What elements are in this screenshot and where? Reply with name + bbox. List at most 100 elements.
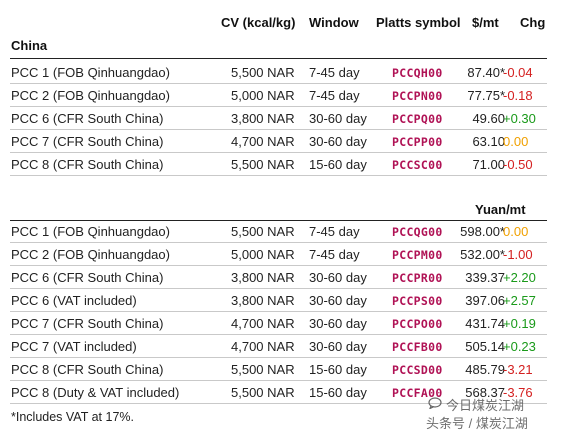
price-value: 71.00: [472, 157, 505, 172]
row-divider: [10, 311, 547, 312]
platts-symbol: PCCPM00: [392, 248, 443, 262]
delivery-window: 15-60 day: [309, 385, 367, 400]
row-divider: [10, 288, 547, 289]
price-change: +0.19: [503, 316, 536, 331]
platts-symbol: PCCSD00: [392, 363, 443, 377]
row-divider: [10, 380, 547, 381]
delivery-window: 30-60 day: [309, 270, 367, 285]
delivery-window: 15-60 day: [309, 157, 367, 172]
price-change: -1.00: [503, 247, 533, 262]
row-divider: [10, 242, 547, 243]
table-row: PCC 2 (FOB Qinhuangdao) 5,000 NAR 7-45 day…: [10, 243, 547, 266]
row-divider: [10, 265, 547, 266]
region-label: China: [11, 38, 48, 53]
platts-symbol: PCCPR00: [392, 271, 443, 285]
delivery-window: 7-45 day: [309, 224, 360, 239]
product-name: PCC 6 (CFR South China): [11, 111, 164, 126]
platts-symbol: PCCPO00: [392, 317, 443, 331]
price-value: 532.00*: [460, 247, 505, 262]
price-value: 485.79: [465, 362, 505, 377]
delivery-window: 7-45 day: [309, 65, 360, 80]
table-row: PCC 7 (CFR South China) 4,700 NAR 30-60 da…: [10, 130, 547, 153]
calorific-value: 5,500 NAR: [231, 65, 295, 80]
calorific-value: 5,500 NAR: [231, 385, 295, 400]
table-row: PCC 8 (Duty & VAT included) 5,500 NAR 15-6…: [10, 381, 547, 404]
platts-symbol: PCCQH00: [392, 66, 443, 80]
product-name: PCC 7 (VAT included): [11, 339, 137, 354]
watermark-source: 头条号 / 煤炭江湖: [426, 416, 528, 431]
table-row: PCC 1 (FOB Qinhuangdao) 5,500 NAR 7-45 day…: [10, 220, 547, 243]
row-divider: [10, 129, 547, 130]
price-value: 397.06: [465, 293, 505, 308]
price-change: 0.00: [503, 134, 529, 149]
product-name: PCC 1 (FOB Qinhuangdao): [11, 65, 170, 80]
platts-symbol: PCCPP00: [392, 135, 443, 149]
row-divider: [10, 334, 547, 335]
calorific-value: 5,000 NAR: [231, 247, 295, 262]
header-window: Window: [309, 15, 359, 30]
platts-symbol: PCCPS00: [392, 294, 443, 308]
platts-symbol: PCCPN00: [392, 89, 443, 103]
row-divider: [10, 152, 547, 153]
price-value: 339.37: [465, 270, 505, 285]
row-divider: [10, 106, 547, 107]
price-value: 63.10: [472, 134, 505, 149]
calorific-value: 3,800 NAR: [231, 270, 295, 285]
delivery-window: 30-60 day: [309, 316, 367, 331]
calorific-value: 3,800 NAR: [231, 111, 295, 126]
price-change: +2.20: [503, 270, 536, 285]
platts-symbol: PCCSC00: [392, 158, 443, 172]
product-name: PCC 2 (FOB Qinhuangdao): [11, 88, 170, 103]
header-usd: $/mt: [472, 15, 499, 30]
row-divider: [10, 403, 547, 404]
watermark-title: 今日煤炭江湖: [446, 398, 525, 413]
table-row: PCC 7 (VAT included) 4,700 NAR 30-60 day PC…: [10, 335, 547, 358]
table-row: PCC 6 (CFR South China) 3,800 NAR 30-60 da…: [10, 107, 547, 130]
table-row: PCC 8 (CFR South China) 5,500 NAR 15-60 da…: [10, 153, 547, 176]
price-change: -0.04: [503, 65, 533, 80]
table-row: PCC 6 (CFR South China) 3,800 NAR 30-60 da…: [10, 266, 547, 289]
delivery-window: 7-45 day: [309, 247, 360, 262]
price-value: 431.74: [465, 316, 505, 331]
price-value: 77.75*: [467, 88, 505, 103]
calorific-value: 5,500 NAR: [231, 362, 295, 377]
header-rule: [10, 58, 547, 59]
delivery-window: 7-45 day: [309, 88, 360, 103]
platts-symbol: PCCFB00: [392, 340, 443, 354]
row-divider: [10, 83, 547, 84]
price-change: -3.76: [503, 385, 533, 400]
price-change: -0.18: [503, 88, 533, 103]
price-value: 598.00*: [460, 224, 505, 239]
table-row: PCC 8 (CFR South China) 5,500 NAR 15-60 da…: [10, 358, 547, 381]
delivery-window: 30-60 day: [309, 111, 367, 126]
product-name: PCC 7 (CFR South China): [11, 316, 164, 331]
price-value: 568.37: [465, 385, 505, 400]
delivery-window: 30-60 day: [309, 339, 367, 354]
calorific-value: 4,700 NAR: [231, 339, 295, 354]
price-value: 87.40*: [467, 65, 505, 80]
calorific-value: 4,700 NAR: [231, 134, 295, 149]
product-name: PCC 8 (CFR South China): [11, 362, 164, 377]
price-change: -3.21: [503, 362, 533, 377]
product-name: PCC 6 (CFR South China): [11, 270, 164, 285]
price-value: 505.14: [465, 339, 505, 354]
product-name: PCC 7 (CFR South China): [11, 134, 164, 149]
price-value: 49.60: [472, 111, 505, 126]
price-change: +2.57: [503, 293, 536, 308]
header-cv: CV (kcal/kg): [221, 15, 296, 30]
price-change: -0.50: [503, 157, 533, 172]
delivery-window: 30-60 day: [309, 293, 367, 308]
calorific-value: 3,800 NAR: [231, 293, 295, 308]
price-change: +0.23: [503, 339, 536, 354]
yuan-header: Yuan/mt: [475, 202, 526, 217]
product-name: PCC 6 (VAT included): [11, 293, 137, 308]
table-row: PCC 6 (VAT included) 3,800 NAR 30-60 day PC…: [10, 289, 547, 312]
footnote: *Includes VAT at 17%.: [11, 410, 134, 424]
platts-symbol: PCCPQ00: [392, 112, 443, 126]
header-chg: Chg: [520, 15, 546, 30]
chat-bubble-icon: [428, 397, 442, 409]
watermark: 今日煤炭江湖 头条号 / 煤炭江湖: [426, 395, 566, 431]
product-name: PCC 2 (FOB Qinhuangdao): [11, 247, 170, 262]
row-divider: [10, 175, 547, 176]
